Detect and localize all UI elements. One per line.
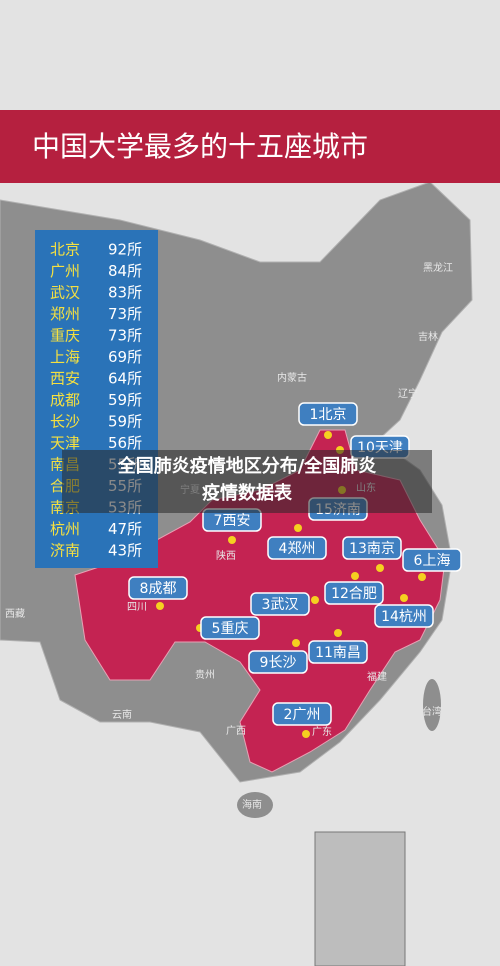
city-dot — [351, 572, 359, 580]
city-label: 9长沙 — [260, 655, 297, 671]
city-box — [200, 616, 260, 640]
province-label: 西藏 — [5, 608, 25, 620]
city-dot — [156, 602, 164, 610]
rank-city: 济南 — [50, 542, 80, 560]
province-label: 福建 — [367, 670, 387, 683]
province-label: 贵州 — [195, 668, 215, 681]
title-banner — [0, 110, 500, 183]
city-dot — [400, 594, 408, 602]
rank-count: 47所 — [108, 520, 142, 538]
province-label: 陕西 — [216, 549, 236, 562]
taiwan — [423, 679, 441, 731]
rank-city: 广州 — [50, 262, 80, 280]
title: 中国大学最多的十五座城市 — [32, 130, 368, 163]
city-dot — [311, 596, 319, 604]
province-label: 辽宁 — [398, 387, 418, 400]
city-label: 13南京 — [349, 541, 395, 557]
city-label: 5重庆 — [212, 621, 249, 637]
province-label: 内蒙古 — [277, 371, 307, 384]
city-box — [402, 548, 462, 572]
city-box — [374, 604, 434, 628]
rank-count: 59所 — [108, 413, 142, 431]
province-label: 四川 — [127, 602, 147, 613]
rank-count: 43所 — [108, 542, 142, 560]
city-dot — [376, 564, 384, 572]
rank-city: 成都 — [50, 391, 80, 409]
rank-count: 64所 — [108, 370, 142, 388]
city-dot — [294, 524, 302, 532]
rank-city: 杭州 — [50, 520, 80, 538]
inset-box — [314, 831, 406, 966]
city-box — [267, 536, 327, 560]
city-dot — [334, 629, 342, 637]
city-dot — [418, 573, 426, 581]
rank-count: 73所 — [108, 305, 142, 323]
caption-line: 全国肺炎疫情地区分布/全国肺炎 — [117, 455, 377, 477]
province-label: 海南 — [242, 798, 262, 811]
city-box — [308, 640, 368, 664]
rank-count: 73所 — [108, 327, 142, 345]
hainan — [237, 792, 273, 818]
rank-city: 重庆 — [50, 327, 80, 345]
city-box — [128, 576, 188, 600]
rank-city: 武汉 — [50, 284, 80, 302]
city-label: 14杭州 — [381, 609, 427, 625]
city-label: 8成都 — [140, 581, 177, 597]
city-label: 1北京 — [310, 407, 347, 423]
rank-count: 59所 — [108, 391, 142, 409]
rank-count: 84所 — [108, 262, 142, 280]
city-label: 11南昌 — [315, 645, 361, 661]
province-label: 广西 — [226, 725, 246, 737]
rank-count: 92所 — [108, 241, 142, 259]
province-label: 吉林 — [418, 330, 438, 343]
city-label: 7西安 — [214, 513, 251, 529]
city-box — [272, 702, 332, 726]
rank-count: 69所 — [108, 348, 142, 366]
city-box — [342, 536, 402, 560]
city-label: 2广州 — [284, 707, 321, 723]
rank-city: 北京 — [50, 241, 80, 259]
city-dot — [302, 730, 310, 738]
city-label: 12合肥 — [331, 586, 377, 602]
rank-count: 56所 — [108, 434, 142, 452]
rank-city: 郑州 — [50, 305, 80, 323]
city-label: 3武汉 — [262, 597, 299, 613]
city-box — [248, 650, 308, 674]
city-box — [298, 402, 358, 426]
province-label: 台湾 — [422, 705, 442, 718]
rank-city: 西安 — [50, 370, 80, 388]
city-dot — [228, 536, 236, 544]
city-label: 4郑州 — [279, 541, 316, 557]
city-dot — [324, 431, 332, 439]
rank-city: 上海 — [50, 348, 80, 366]
province-label: 黑龙江 — [423, 261, 453, 274]
rank-city: 长沙 — [50, 413, 80, 431]
province-label: 广东 — [312, 725, 332, 738]
caption-band — [62, 450, 432, 513]
city-box — [250, 592, 310, 616]
city-box — [324, 581, 384, 605]
province-label: 云南 — [112, 708, 132, 721]
city-dot — [292, 639, 300, 647]
rank-count: 83所 — [108, 284, 142, 302]
caption-line: 疫情数据表 — [202, 482, 293, 504]
city-label: 6上海 — [414, 553, 451, 569]
rank-city: 天津 — [50, 434, 80, 452]
